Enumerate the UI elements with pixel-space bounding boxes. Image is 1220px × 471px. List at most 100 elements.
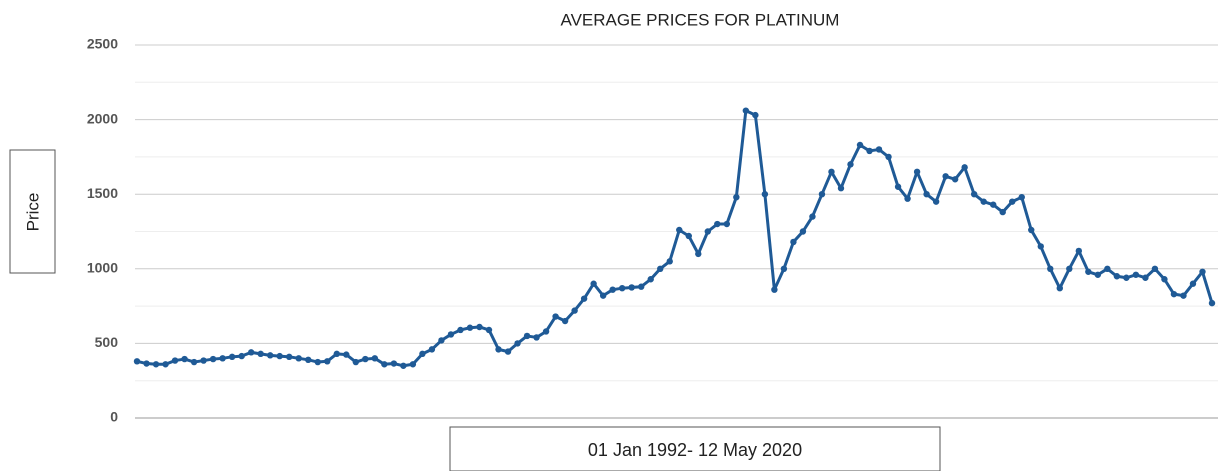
point [999,208,1006,216]
point [447,331,455,338]
point [961,164,968,171]
series-line [136,109,1214,368]
point [542,328,550,335]
point [847,161,854,168]
point [409,361,417,368]
point [400,362,407,369]
point [133,358,141,365]
point [324,358,331,365]
point [913,168,921,176]
point [799,228,807,235]
point [1151,265,1159,272]
point [561,317,569,325]
point [247,349,255,356]
point [514,340,521,347]
point [989,201,997,208]
point [438,337,445,344]
point [761,191,769,198]
point [428,346,436,353]
point [1161,276,1168,283]
point [628,284,635,291]
point [771,286,778,293]
point [828,168,835,176]
point [1047,265,1054,272]
point [419,350,426,358]
point [1075,247,1083,255]
point [504,348,512,355]
point [381,361,388,368]
point [695,250,702,258]
point [266,352,274,359]
point [904,195,911,202]
point [1189,280,1197,287]
y-tick-label: 1000 [87,260,118,276]
y-tick-label: 2500 [87,36,118,52]
point [676,226,683,234]
chart-title: AVERAGE PRICES FOR PLATINUM [561,10,840,29]
point [343,351,350,358]
point [257,350,264,358]
y-tick-label: 500 [95,334,119,350]
point [752,111,759,119]
point [1104,265,1111,272]
point [362,355,369,363]
point [190,358,198,366]
point [970,191,978,198]
point [780,265,788,272]
point [305,356,312,364]
point [1066,265,1073,272]
point [523,332,531,340]
point [1208,299,1216,307]
point [856,141,864,149]
point [1170,290,1178,298]
point [609,286,616,293]
point [209,355,217,363]
point [1085,268,1092,275]
point [295,355,302,362]
point [875,146,883,153]
point [352,358,360,366]
point [647,276,654,283]
point [1142,274,1149,281]
point [276,352,283,360]
point [866,147,873,155]
point [704,228,711,235]
point [143,360,150,367]
point [466,324,474,331]
point [238,352,245,360]
point [599,292,607,299]
point [1037,243,1044,250]
point [685,232,692,240]
point [1113,273,1121,280]
point [552,313,559,320]
point [314,358,321,366]
point [1199,268,1206,275]
point [923,191,930,198]
point [809,213,816,220]
y-tick-label: 2000 [87,110,118,126]
point [942,173,949,180]
point [932,198,940,205]
point [1123,274,1130,281]
y-axis-label: Price [23,193,42,232]
point [162,361,169,368]
point [714,220,721,228]
y-tick-label: 0 [110,409,118,425]
point [485,326,493,334]
point [980,198,987,205]
point [733,193,740,201]
point [390,360,398,367]
point [580,295,588,302]
point [457,326,464,334]
point [818,191,826,198]
point [533,334,540,341]
point [181,355,188,363]
x-axis-label: 01 Jan 1992- 12 May 2020 [588,440,802,460]
point [1018,193,1025,201]
point [837,185,845,192]
point [666,258,673,265]
point [885,153,892,161]
point [1028,226,1035,234]
point [371,355,379,362]
point [638,283,645,290]
